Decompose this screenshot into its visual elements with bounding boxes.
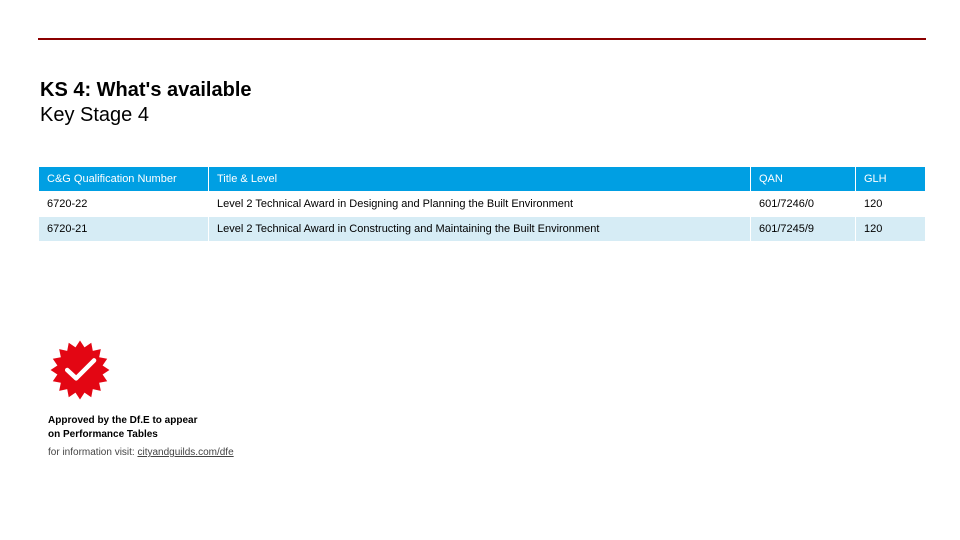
top-horizontal-rule xyxy=(38,38,926,40)
table-row: 6720-22 Level 2 Technical Award in Desig… xyxy=(39,192,926,217)
qualifications-table: C&G Qualification Number Title & Level Q… xyxy=(38,166,926,242)
badge-info: for information visit: cityandguilds.com… xyxy=(48,447,268,458)
cell-title: Level 2 Technical Award in Constructing … xyxy=(209,217,751,242)
cell-glh: 120 xyxy=(856,192,926,217)
table-row: 6720-21 Level 2 Technical Award in Const… xyxy=(39,217,926,242)
heading-subtitle: Key Stage 4 xyxy=(40,103,252,128)
cell-qan: 601/7245/9 xyxy=(751,217,856,242)
badge-info-prefix: for information visit: xyxy=(48,447,137,458)
col-header-qan: QAN xyxy=(751,167,856,192)
cell-title: Level 2 Technical Award in Designing and… xyxy=(209,192,751,217)
badge-label-line2: on Performance Tables xyxy=(48,429,158,440)
seal-icon xyxy=(48,338,112,402)
heading-title: KS 4: What's available xyxy=(40,78,252,103)
col-header-qual: C&G Qualification Number xyxy=(39,167,209,192)
badge-info-link[interactable]: cityandguilds.com/dfe xyxy=(137,447,233,458)
table-header-row: C&G Qualification Number Title & Level Q… xyxy=(39,167,926,192)
page-heading: KS 4: What's available Key Stage 4 xyxy=(40,78,252,128)
cell-qan: 601/7246/0 xyxy=(751,192,856,217)
col-header-title: Title & Level xyxy=(209,167,751,192)
col-header-glh: GLH xyxy=(856,167,926,192)
cell-qual: 6720-22 xyxy=(39,192,209,217)
approval-badge: Approved by the Df.E to appear on Perfor… xyxy=(48,338,268,458)
badge-label: Approved by the Df.E to appear on Perfor… xyxy=(48,414,268,441)
cell-glh: 120 xyxy=(856,217,926,242)
badge-label-line1: Approved by the Df.E to appear xyxy=(48,415,197,426)
cell-qual: 6720-21 xyxy=(39,217,209,242)
